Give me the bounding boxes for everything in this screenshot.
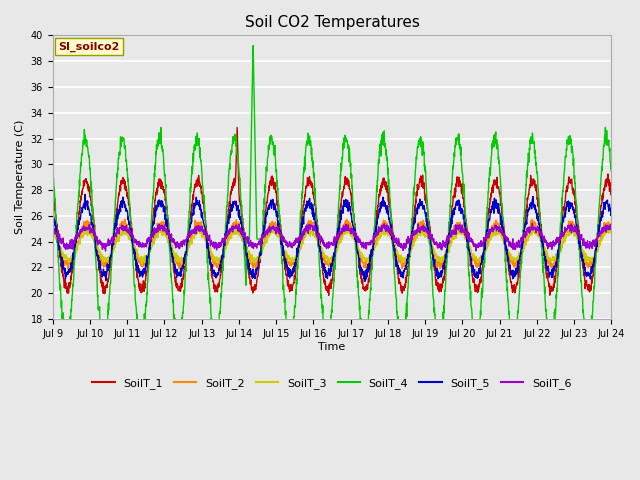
SoilT_2 (607, 221, 615, 227)
SoilT_3 (396, 254, 404, 260)
SoilT_2 (499, 234, 506, 240)
SoilT_2 (396, 257, 404, 263)
SoilT_1 (499, 209, 506, 215)
Text: SI_soilco2: SI_soilco2 (58, 42, 120, 52)
SoilT_6 (202, 232, 209, 238)
SoilT_2 (202, 232, 209, 238)
SoilT_4 (201, 211, 209, 217)
Line: SoilT_3: SoilT_3 (52, 228, 611, 264)
SoilT_5 (607, 204, 615, 210)
SoilT_2 (121, 216, 129, 222)
SoilT_4 (338, 164, 346, 169)
SoilT_4 (153, 144, 161, 150)
X-axis label: Time: Time (319, 342, 346, 351)
SoilT_4 (250, 43, 257, 48)
SoilT_2 (363, 268, 371, 274)
SoilT_3 (154, 231, 161, 237)
SoilT_3 (81, 225, 89, 230)
SoilT_4 (396, 331, 404, 337)
SoilT_3 (49, 232, 56, 238)
SoilT_1 (396, 281, 404, 287)
SoilT_2 (49, 225, 56, 230)
SoilT_6 (584, 243, 591, 249)
SoilT_3 (607, 227, 615, 233)
Line: SoilT_2: SoilT_2 (52, 219, 611, 271)
SoilT_1 (234, 125, 241, 131)
Line: SoilT_6: SoilT_6 (52, 223, 611, 251)
SoilT_5 (81, 192, 89, 197)
SoilT_2 (584, 264, 591, 269)
SoilT_1 (584, 284, 591, 289)
SoilT_1 (153, 192, 161, 198)
SoilT_5 (499, 220, 506, 226)
SoilT_4 (583, 326, 591, 332)
SoilT_5 (153, 206, 161, 212)
SoilT_4 (49, 168, 56, 174)
SoilT_6 (396, 243, 404, 249)
SoilT_4 (585, 346, 593, 352)
SoilT_1 (607, 188, 615, 194)
SoilT_3 (138, 261, 146, 266)
Y-axis label: Soil Temperature (C): Soil Temperature (C) (15, 120, 25, 234)
SoilT_6 (338, 227, 346, 233)
SoilT_5 (49, 212, 56, 218)
SoilT_6 (529, 220, 536, 226)
SoilT_1 (325, 292, 333, 298)
SoilT_5 (396, 267, 404, 273)
Line: SoilT_4: SoilT_4 (52, 46, 611, 349)
SoilT_2 (338, 231, 346, 237)
SoilT_5 (584, 273, 591, 278)
SoilT_6 (498, 228, 506, 233)
SoilT_1 (49, 186, 56, 192)
SoilT_3 (584, 257, 591, 263)
SoilT_1 (201, 214, 209, 220)
SoilT_6 (49, 225, 56, 230)
Line: SoilT_1: SoilT_1 (52, 128, 611, 295)
Title: Soil CO2 Temperatures: Soil CO2 Temperatures (244, 15, 419, 30)
Legend: SoilT_1, SoilT_2, SoilT_3, SoilT_4, SoilT_5, SoilT_6: SoilT_1, SoilT_2, SoilT_3, SoilT_4, Soil… (88, 373, 576, 393)
SoilT_4 (498, 201, 506, 207)
SoilT_4 (607, 169, 615, 175)
SoilT_5 (202, 228, 209, 234)
SoilT_6 (153, 226, 161, 232)
SoilT_3 (202, 237, 209, 243)
SoilT_1 (338, 195, 346, 201)
SoilT_6 (607, 227, 615, 232)
SoilT_3 (338, 236, 346, 241)
SoilT_5 (361, 278, 369, 284)
SoilT_5 (338, 209, 346, 215)
SoilT_3 (499, 233, 506, 239)
SoilT_6 (102, 248, 109, 254)
Line: SoilT_5: SoilT_5 (52, 194, 611, 281)
SoilT_2 (153, 228, 161, 233)
